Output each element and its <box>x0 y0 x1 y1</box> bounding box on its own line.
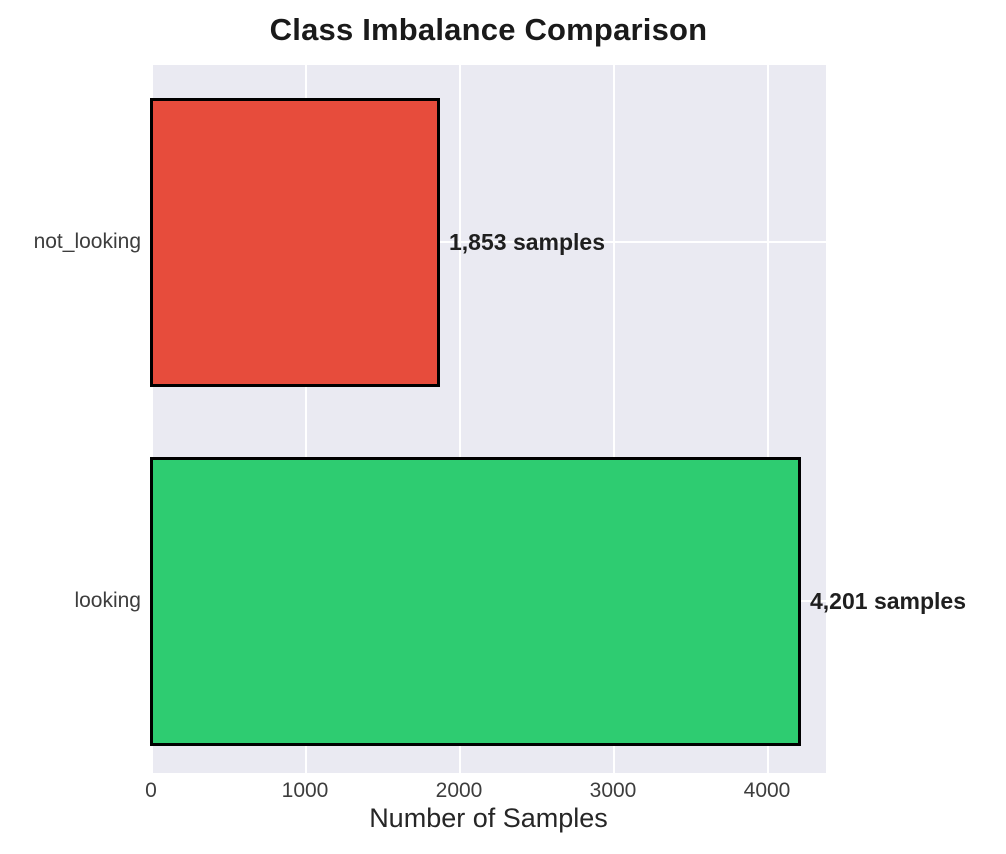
gridline-x-4000 <box>767 65 769 773</box>
gridline-x-2000 <box>459 65 461 773</box>
chart-title: Class Imbalance Comparison <box>269 12 708 47</box>
x-tick-label-1000: 1000 <box>281 779 329 802</box>
x-tick-label-3000: 3000 <box>589 779 637 802</box>
gridline-x-0 <box>151 65 153 773</box>
y-tick-label-looking: looking <box>74 589 141 612</box>
x-tick-label-0: 0 <box>145 779 157 802</box>
x-tick-label-4000: 4000 <box>743 779 791 802</box>
bar-annotation-not_looking: 1,853 samples <box>449 229 606 255</box>
bar-annotation-looking: 4,201 samples <box>810 588 967 614</box>
x-axis-label: Number of Samples <box>369 803 608 833</box>
plot-area <box>150 65 826 773</box>
gridline-y-not_looking <box>151 241 826 243</box>
gridline-x-1000 <box>305 65 307 773</box>
bar-not_looking <box>150 97 440 387</box>
bar-looking <box>150 456 801 746</box>
gridline-x-3000 <box>613 65 615 773</box>
x-tick-label-2000: 2000 <box>435 779 483 802</box>
y-tick-label-not_looking: not_looking <box>33 230 141 253</box>
